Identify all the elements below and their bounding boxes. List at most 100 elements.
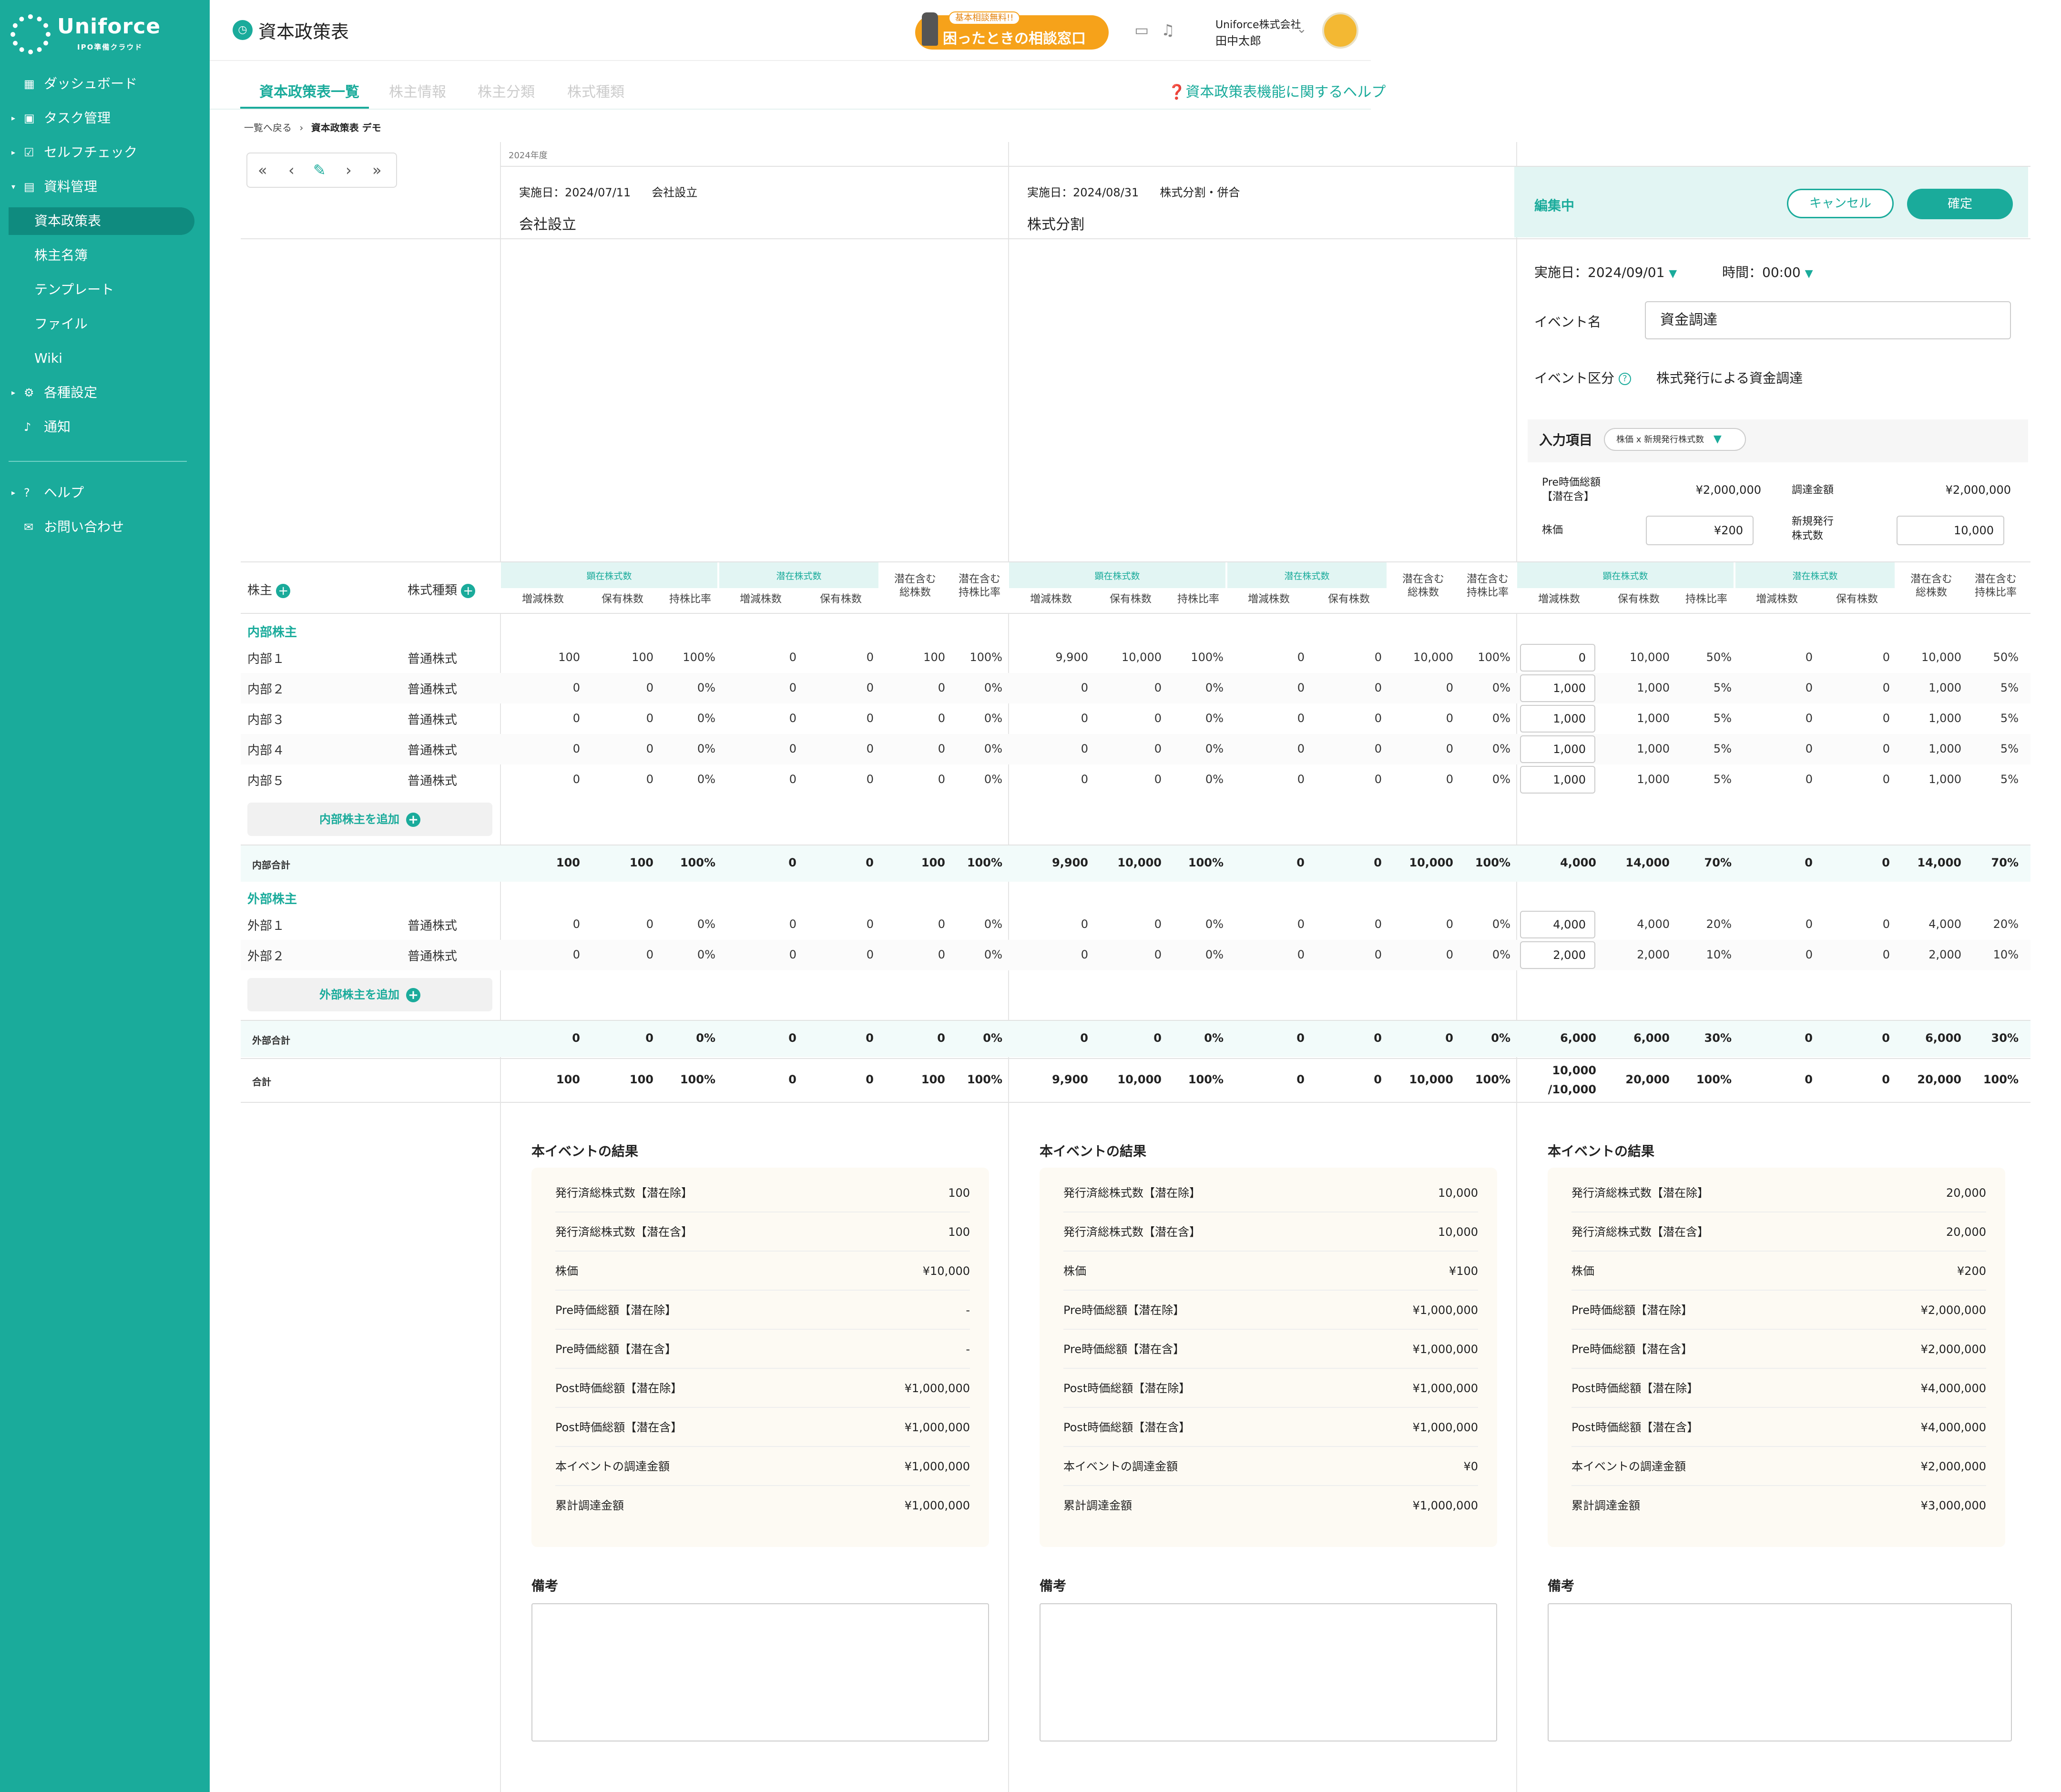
notes-textarea[interactable] [1548,1603,2012,1741]
result-label: Post時価総額【潜在除】 [1571,1382,1699,1395]
help-icon[interactable]: ? [1618,373,1631,385]
confirm-button[interactable]: 確定 [1907,189,2013,219]
gear-icon: ⚙ [24,386,34,399]
cell-value: 10,000 [1117,856,1162,869]
notes-textarea[interactable] [531,1603,989,1741]
sidebar-item-settings[interactable]: ▸ ⚙ 各種設定 [0,379,210,407]
cell-value: 0 [1297,773,1305,786]
category-label-text: イベント区分 [1534,370,1615,386]
breadcrumb-back-link[interactable]: 一覧へ戻る [244,122,292,133]
cell-value: 0 [1805,948,1813,961]
tab-capital-policy-list[interactable]: 資本政策表一覧 [259,84,359,101]
cell-value: 0 [1296,1073,1305,1086]
double-chevron-right-icon[interactable]: » [372,161,382,179]
cell-value: 0% [1491,1031,1510,1045]
sidebar-item-contact[interactable]: ✉ お問い合わせ [0,513,210,541]
cell-value: 0% [697,948,715,961]
change-shares-input[interactable]: 1,000 [1520,766,1595,794]
result-value: ¥4,000,000 [1920,1421,1986,1434]
add-share-type-button[interactable]: + [461,583,476,598]
change-shares-input[interactable]: 1,000 [1520,735,1595,763]
cell-value: 0 [1882,651,1890,664]
cell-value: 14,000 [1917,856,1961,869]
chat-icon[interactable]: ▭ [1134,21,1149,39]
result-title: 本イベントの結果 [1040,1143,1147,1159]
event-category-value: 株式発行による資金調達 [1656,370,1803,386]
chevron-right-icon[interactable]: › [346,161,352,179]
change-shares-input[interactable]: 0 [1520,644,1595,672]
cell-value: 0 [1374,917,1382,931]
tab-share-type[interactable]: 株式種類 [567,84,624,101]
result-row: Pre時価総額【潜在除】 ¥2,000,000 [1571,1291,1986,1330]
result-row: Post時価総額【潜在含】 ¥1,000,000 [555,1408,970,1447]
change-shares-input[interactable]: 2,000 [1520,941,1595,969]
result-label: 発行済総株式数【潜在含】 [1571,1225,1709,1239]
group-latent-shares: 潜在株式数 [776,571,822,581]
cell-value: 0 [938,773,945,786]
time-picker[interactable]: 時間：00:00 ▼ [1722,262,1813,281]
input-items-bar [1528,419,2028,462]
row-divider [241,561,2030,562]
cell-value: 0% [984,917,1002,931]
tab-shareholder-class[interactable]: 株主分類 [478,84,535,101]
sidebar-item-selfcheck[interactable]: ▸ ☑ セルフチェック [0,139,210,166]
consult-button[interactable]: 基本相談無料!! 困ったときの相談窓口 [915,11,1109,50]
result-label: 発行済総株式数【潜在含】 [555,1225,693,1239]
sidebar-item-capital-policy[interactable]: 資本政策表 [9,207,194,235]
cell-value: 20% [1993,917,2019,931]
add-internal-button[interactable]: 内部株主を追加 + [247,803,492,836]
sidebar-item-tasks[interactable]: ▸ ▣ タスク管理 [0,104,210,132]
change-shares-input[interactable]: 1,000 [1520,674,1595,702]
result-value: ¥2,000,000 [1920,1303,1986,1317]
input-mode-select[interactable]: 株価 x 新規発行株式数 ▼ [1604,428,1746,451]
avatar[interactable] [1322,12,1358,49]
sidebar-item-shareholder-list[interactable]: 株主名簿 [0,242,210,269]
feature-help-link[interactable]: ❓資本政策表機能に関するヘルプ [1168,80,1386,101]
cell-value: 10,000 [1409,1073,1453,1086]
double-chevron-left-icon[interactable]: « [258,161,267,179]
raise-amount-label: 調達金額 [1792,484,1834,496]
cell-value: 0 [866,681,874,694]
col-shareholder-label: 株主 [247,583,273,598]
sidebar-item-file[interactable]: ファイル [0,310,210,338]
result-value: - [966,1303,970,1317]
cell-value: 0 [1297,712,1305,725]
chevron-down-icon: ▾ [11,182,16,191]
date-picker[interactable]: 実施日：2024/09/01 ▼ [1534,262,1677,281]
sidebar-item-label: 株主名簿 [34,247,88,263]
sidebar-item-wiki[interactable]: Wiki [0,345,210,372]
dashboard-icon: ▦ [24,77,35,91]
cell-value: 0 [1882,917,1890,931]
share-type: 普通株式 [408,682,458,697]
sidebar-item-help[interactable]: ▸ ? ヘルプ [0,479,210,507]
sidebar-item-dashboard[interactable]: ▦ ダッシュボード [0,70,210,98]
tab-shareholder-info[interactable]: 株主情報 [389,84,446,101]
brand-logo[interactable]: Uniforce IPO準備クラウド [10,14,160,54]
result-label: Pre時価総額【潜在除】 [1063,1303,1185,1317]
notes-textarea[interactable] [1040,1603,1497,1741]
cell-value: 0 [866,1031,874,1045]
result-title: 本イベントの結果 [1548,1143,1655,1159]
input-mode-value: 株価 x 新規発行株式数 [1616,435,1704,445]
add-external-button[interactable]: 外部株主を追加 + [247,978,492,1011]
chevron-down-icon[interactable]: ⌄ [1296,22,1307,36]
change-shares-input[interactable]: 4,000 [1520,911,1595,938]
cell-value: 0 [1374,742,1382,755]
sidebar-item-notice[interactable]: ♪ 通知 [0,413,210,441]
edit-icon[interactable]: ✎ [313,161,326,179]
share-price-input[interactable]: ¥200 [1646,516,1754,545]
bell-icon[interactable]: ♫ [1161,21,1175,39]
cancel-button[interactable]: キャンセル [1787,189,1894,218]
new-shares-input[interactable]: 10,000 [1897,516,2004,545]
change-shares-input[interactable]: 1,000 [1520,705,1595,733]
sidebar-item-template[interactable]: テンプレート [0,276,210,304]
sidebar-item-docs[interactable]: ▾ ▤ 資料管理 [0,173,210,201]
cell-value: 0 [1374,681,1382,694]
result-value: 100 [948,1225,970,1239]
event-name-input[interactable]: 資金調達 [1645,301,2011,339]
sidebar-divider [9,461,187,462]
result-row: Post時価総額【潜在含】 ¥4,000,000 [1571,1408,1986,1447]
add-shareholder-button[interactable]: + [276,583,291,598]
fiscal-year: 2024年度 [509,151,548,161]
chevron-left-icon[interactable]: ‹ [288,161,295,179]
